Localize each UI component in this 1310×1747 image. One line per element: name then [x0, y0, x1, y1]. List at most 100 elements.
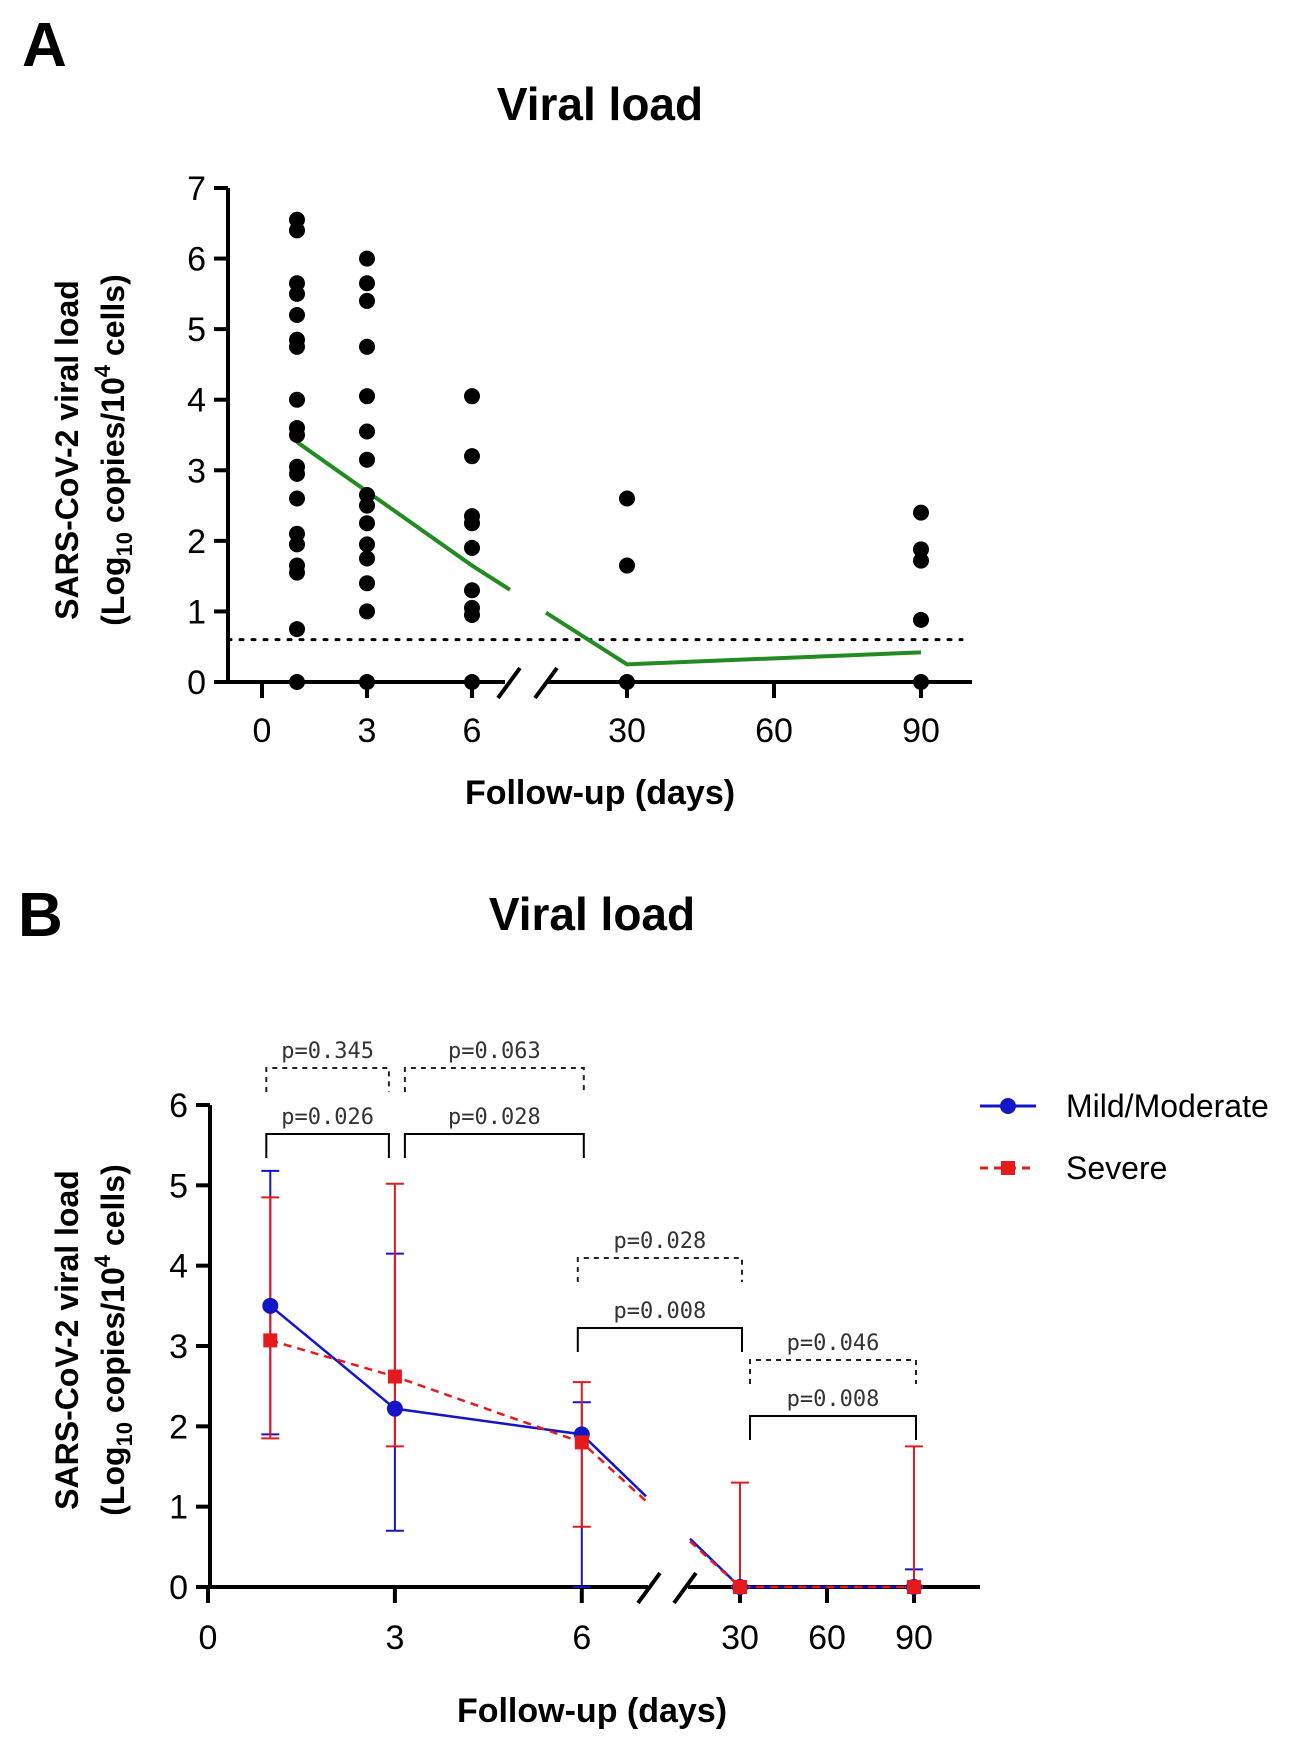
legend-marker-circle — [1000, 1098, 1016, 1114]
significance-bracket — [403, 1133, 585, 1158]
panel-a-data-point — [913, 541, 929, 558]
panel-a-data-point — [289, 674, 305, 690]
significance-bracket — [576, 1327, 743, 1352]
data-point-severe — [387, 1369, 402, 1384]
panel-a-data-point — [289, 536, 305, 553]
panel-a-data-point — [464, 674, 480, 690]
panel-b-axis-break-mark — [636, 1571, 662, 1605]
significance-bracket — [576, 1257, 743, 1282]
panel-a-y-axis-label-line1: SARS-CoV-2 viral load — [49, 280, 85, 620]
data-point-mild-moderate — [262, 1297, 279, 1314]
panel-b-y-tick-label: 5 — [169, 1167, 188, 1205]
panel-a-data-point — [289, 490, 305, 507]
panel-a-data-point — [289, 427, 305, 443]
panel-a-data-point — [619, 674, 635, 690]
panel-a-data-point — [359, 550, 375, 567]
panel-a-data-point — [913, 611, 929, 628]
panel-b-x-tick-label: 3 — [385, 1619, 404, 1657]
panel-a-y-tick-label: 0 — [187, 664, 206, 702]
panel-b-x-tick-label: 30 — [721, 1619, 759, 1657]
significance-bracket — [403, 1067, 585, 1092]
panel-b-x-tick-label: 6 — [572, 1619, 591, 1657]
panel-a-x-tick-label: 30 — [608, 712, 646, 750]
panel-b-y-axis-label-line1: SARS-CoV-2 viral load — [49, 1170, 85, 1510]
panel-a-data-point — [289, 564, 305, 581]
panel-b-title: Viral load — [489, 888, 695, 940]
panel-a-letter: A — [22, 11, 67, 80]
panel-a-axis-break-mark — [533, 666, 559, 700]
panel-b-x-tick-label: 0 — [199, 1619, 218, 1657]
panel-b-y-tick-label: 2 — [169, 1408, 188, 1446]
panel-a-data-point — [359, 275, 375, 292]
panel-a-data-point — [289, 338, 305, 355]
panel-a-x-tick-label: 0 — [253, 712, 272, 750]
legend-label: Mild/Moderate — [1066, 1088, 1269, 1124]
panel-a-y-tick-label: 5 — [187, 311, 206, 349]
panel-a-data-point — [359, 451, 375, 468]
panel-a-data-point — [619, 490, 635, 507]
significance-bracket — [265, 1133, 390, 1158]
data-point-severe — [733, 1580, 747, 1594]
significance-bracket — [749, 1415, 917, 1440]
p-value-label: p=0.028 — [614, 1229, 707, 1254]
panel-a-y-tick-label: 7 — [187, 170, 206, 208]
p-value-label: p=0.063 — [448, 1039, 541, 1064]
panel-a-data-point — [913, 552, 929, 569]
series-line-severe — [689, 1540, 914, 1589]
panel-b-legend: Mild/Moderate Severe — [980, 1088, 1269, 1186]
panel-a-plot: 0 1 2 3 4 5 6 7 0 3 6 30 60 90 — [187, 170, 972, 750]
panel-a-x-tick-label: 90 — [902, 712, 940, 750]
panel-a-y-tick-label: 3 — [187, 452, 206, 490]
panel-a-data-point — [289, 465, 305, 482]
data-point-severe — [574, 1435, 589, 1450]
data-point-mild-moderate — [386, 1400, 403, 1417]
panel-b-y-tick-label: 0 — [169, 1569, 188, 1607]
p-value-label: p=0.046 — [787, 1331, 880, 1356]
panel-a-x-axis-label: Follow-up (days) — [465, 774, 735, 812]
panel-a-title: Viral load — [497, 78, 703, 130]
panel-a-data-point — [359, 515, 375, 532]
legend-marker-square — [1001, 1161, 1015, 1175]
series-line-mild-moderate — [269, 1304, 647, 1498]
panel-a-y-tick-label: 2 — [187, 523, 206, 561]
panel-a-data-point — [464, 606, 480, 623]
panel-a-data-point — [359, 536, 375, 553]
panel-b-x-axis-label: Follow-up (days) — [457, 1692, 727, 1730]
panel-a-y-tick-label: 6 — [187, 241, 206, 279]
panel-a-data-point — [913, 674, 929, 690]
panel-b-y-tick-label: 4 — [169, 1248, 188, 1286]
p-value-label: p=0.345 — [281, 1039, 374, 1064]
series-line-mild-moderate — [689, 1537, 914, 1589]
panel-a-x-tick-label: 6 — [463, 712, 482, 750]
panel-a-data-point — [359, 603, 375, 620]
panel-b-y-tick-label: 1 — [169, 1489, 188, 1527]
panel-a-data-point — [464, 388, 480, 405]
panel-a-data-point — [359, 388, 375, 405]
panel-b-x-tick-label: 90 — [895, 1619, 933, 1657]
p-value-label: p=0.008 — [787, 1387, 880, 1412]
panel-a-data-point — [289, 391, 305, 408]
panel-b-x-tick-label: 60 — [808, 1619, 846, 1657]
panel-a-data-point — [619, 557, 635, 574]
panel-a-x-tick-label: 3 — [358, 712, 377, 750]
panel-b-axis-break-mark — [672, 1571, 698, 1605]
panel-a-trend-line — [295, 440, 512, 592]
legend-label: Severe — [1066, 1150, 1167, 1186]
panel-a-data-point — [359, 250, 375, 267]
panel-a-data-point — [289, 621, 305, 638]
significance-bracket — [265, 1067, 390, 1092]
panel-a-data-point — [464, 539, 480, 556]
panel-a-axis-break-mark — [496, 666, 522, 700]
panel-a-data-point — [289, 307, 305, 324]
p-value-label: p=0.026 — [281, 1105, 374, 1130]
data-point-severe — [907, 1580, 921, 1594]
panel-a-data-point — [289, 222, 305, 239]
panel-a-x-tick-label: 60 — [755, 712, 793, 750]
panel-a-data-point — [289, 285, 305, 302]
panel-a-data-point — [464, 448, 480, 465]
panel-a-trend-line — [544, 611, 922, 667]
panel-a-data-point — [359, 674, 375, 690]
significance-bracket — [749, 1359, 917, 1384]
panel-a-y-tick-label: 4 — [187, 382, 206, 420]
